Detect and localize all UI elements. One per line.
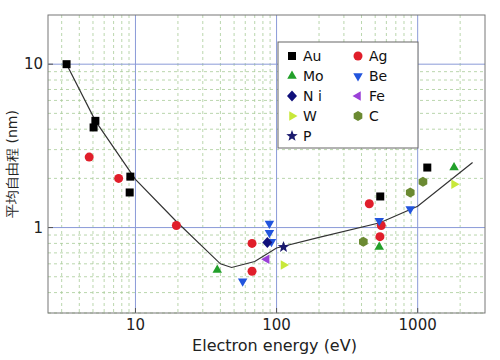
point: [114, 174, 123, 183]
minor-grid: [202, 15, 203, 313]
point: [91, 117, 99, 125]
x-tick: [276, 308, 277, 313]
minor-grid: [460, 15, 461, 313]
point: [281, 260, 289, 270]
legend-label: Fe: [369, 88, 385, 104]
y-tick: [48, 64, 53, 65]
legend-label: W: [303, 108, 317, 124]
x-tick: [135, 308, 136, 313]
point: [451, 180, 459, 190]
point: [63, 60, 71, 68]
legend-label: Mo: [303, 68, 324, 84]
minor-grid: [245, 15, 246, 313]
legend-label: Be: [369, 68, 387, 84]
minor-grid: [270, 15, 271, 313]
legend-label: N i: [303, 88, 322, 104]
point: [376, 192, 384, 200]
x-tick-label: 1000: [399, 316, 437, 334]
plot-background: [48, 15, 485, 313]
minor-grid: [48, 276, 485, 277]
point: [423, 164, 431, 172]
minor-grid: [48, 263, 485, 264]
point: [126, 173, 134, 181]
y-tick: [48, 227, 53, 228]
chart: 10 100 1000 1 10 Electron energy (eV) 平均自由程 (n…: [0, 0, 500, 360]
legend-label: C: [369, 108, 379, 124]
legend-marker: [288, 52, 296, 60]
point: [172, 221, 181, 230]
point: [374, 218, 384, 226]
legend-marker: [353, 91, 361, 101]
point: [213, 264, 223, 272]
point: [365, 199, 374, 208]
legend-label: Ag: [369, 48, 387, 64]
legend-label: Au: [303, 48, 321, 64]
point: [375, 232, 384, 241]
y-tick-label: 10: [24, 55, 43, 73]
legend-marker: [354, 52, 363, 61]
minor-grid: [129, 15, 130, 313]
legend-marker: [287, 91, 297, 102]
x-tick: [417, 308, 418, 313]
minor-grid: [92, 15, 93, 313]
point: [238, 278, 248, 286]
point: [405, 206, 415, 214]
minor-grid: [48, 129, 485, 130]
point: [265, 221, 275, 229]
minor-grid: [48, 252, 485, 253]
minor-grid: [48, 149, 485, 150]
x-tick-label: 10: [126, 316, 145, 334]
y-axis-title: 平均自由程 (nm): [4, 110, 20, 218]
minor-grid: [104, 15, 105, 313]
minor-grid: [48, 292, 485, 293]
minor-grid: [121, 15, 122, 313]
legend-marker: [287, 71, 297, 79]
point: [85, 153, 94, 162]
major-grid: [276, 15, 277, 313]
point: [248, 267, 257, 276]
minor-grid: [48, 100, 485, 101]
major-grid: [48, 64, 485, 65]
point: [278, 241, 289, 252]
point: [126, 188, 134, 196]
plot-frame: [48, 15, 485, 313]
legend-marker: [286, 130, 297, 141]
x-tick-label: 100: [262, 316, 291, 334]
minor-grid: [113, 15, 114, 313]
x-axis-title: Electron energy (eV): [192, 336, 357, 355]
major-grid: [135, 15, 136, 313]
minor-grid: [220, 15, 221, 313]
legend-marker: [353, 73, 363, 81]
minor-grid: [262, 15, 263, 313]
point: [419, 177, 428, 187]
legend-marker: [354, 111, 363, 121]
legend-box: [278, 42, 418, 148]
minor-grid: [48, 89, 485, 90]
minor-grid: [234, 15, 235, 313]
minor-grid: [48, 80, 485, 81]
point: [359, 237, 368, 247]
point: [449, 162, 459, 170]
legend: Au Ag Mo Be N i Fe W C P: [278, 42, 418, 148]
point: [265, 230, 275, 238]
y-tick-label: 1: [33, 219, 43, 237]
minor-grid: [177, 15, 178, 313]
point: [261, 254, 269, 264]
point: [406, 187, 415, 197]
point: [262, 237, 272, 248]
minor-grid: [48, 235, 485, 236]
point: [374, 242, 384, 250]
major-grid: [48, 227, 485, 228]
point: [248, 239, 257, 248]
minor-grid: [48, 71, 485, 72]
minor-grid: [61, 15, 62, 313]
legend-marker: [289, 111, 297, 121]
legend-label: P: [303, 128, 311, 144]
minor-grid: [48, 113, 485, 114]
minor-grid: [79, 15, 80, 313]
